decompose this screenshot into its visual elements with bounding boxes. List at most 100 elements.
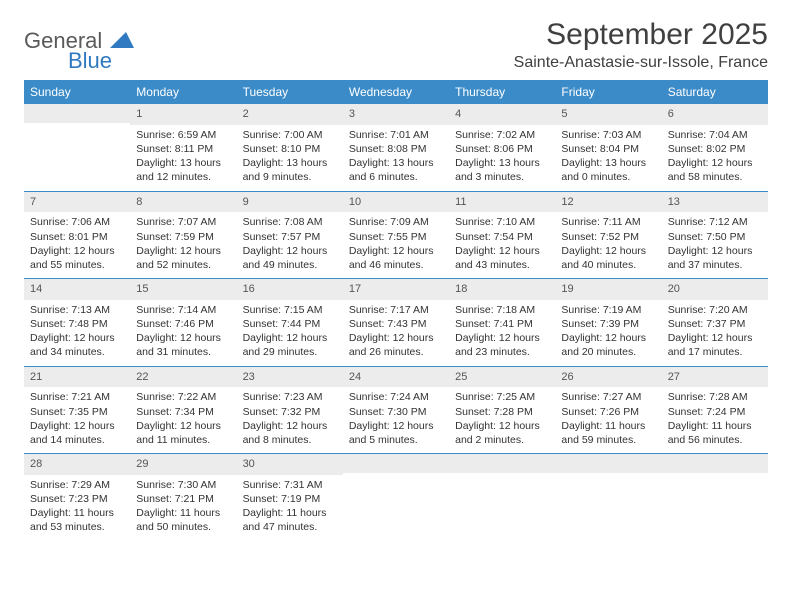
logo: General Blue [24,30,134,72]
day-line: Daylight: 11 hours and 59 minutes. [561,419,655,447]
day-line: Sunrise: 7:23 AM [243,390,337,404]
day-header-cell: Wednesday [343,80,449,104]
day-body: Sunrise: 7:22 AMSunset: 7:34 PMDaylight:… [130,387,236,453]
day-cell: 1Sunrise: 6:59 AMSunset: 8:11 PMDaylight… [130,104,236,191]
day-line: Sunrise: 7:08 AM [243,215,337,229]
logo-word2: Blue [68,50,134,72]
day-cell [449,454,555,541]
logo-text: General Blue [24,30,134,72]
day-line: Daylight: 12 hours and 40 minutes. [561,244,655,272]
day-line: Sunrise: 7:00 AM [243,128,337,142]
day-body: Sunrise: 7:31 AMSunset: 7:19 PMDaylight:… [237,475,343,541]
day-number: 23 [237,367,343,388]
day-line: Daylight: 12 hours and 14 minutes. [30,419,124,447]
day-line: Sunrise: 6:59 AM [136,128,230,142]
header: General Blue September 2025 Sainte-Anast… [24,18,768,72]
day-line: Sunset: 7:39 PM [561,317,655,331]
day-number: 3 [343,104,449,125]
day-number: 21 [24,367,130,388]
day-body: Sunrise: 7:06 AMSunset: 8:01 PMDaylight:… [24,212,130,278]
day-line: Sunset: 7:35 PM [30,405,124,419]
day-line: Daylight: 12 hours and 29 minutes. [243,331,337,359]
day-line: Sunrise: 7:07 AM [136,215,230,229]
day-line: Sunrise: 7:24 AM [349,390,443,404]
day-cell: 13Sunrise: 7:12 AMSunset: 7:50 PMDayligh… [662,192,768,279]
day-line: Sunrise: 7:30 AM [136,478,230,492]
day-line: Sunset: 7:34 PM [136,405,230,419]
day-cell: 26Sunrise: 7:27 AMSunset: 7:26 PMDayligh… [555,367,661,454]
day-cell [343,454,449,541]
day-number [449,454,555,473]
day-line: Daylight: 12 hours and 52 minutes. [136,244,230,272]
calendar-page: General Blue September 2025 Sainte-Anast… [0,0,792,612]
day-line: Sunrise: 7:03 AM [561,128,655,142]
day-line: Sunset: 7:44 PM [243,317,337,331]
day-cell: 11Sunrise: 7:10 AMSunset: 7:54 PMDayligh… [449,192,555,279]
day-cell: 5Sunrise: 7:03 AMSunset: 8:04 PMDaylight… [555,104,661,191]
day-line: Sunset: 7:43 PM [349,317,443,331]
month-title: September 2025 [514,18,768,52]
day-line: Sunrise: 7:10 AM [455,215,549,229]
day-line: Sunset: 7:50 PM [668,230,762,244]
day-header-cell: Tuesday [237,80,343,104]
day-number: 28 [24,454,130,475]
day-line: Sunrise: 7:18 AM [455,303,549,317]
day-line: Daylight: 12 hours and 34 minutes. [30,331,124,359]
day-cell: 16Sunrise: 7:15 AMSunset: 7:44 PMDayligh… [237,279,343,366]
title-block: September 2025 Sainte-Anastasie-sur-Isso… [514,18,768,72]
day-line: Sunset: 7:37 PM [668,317,762,331]
day-number: 8 [130,192,236,213]
day-number: 25 [449,367,555,388]
day-header-cell: Monday [130,80,236,104]
day-cell: 9Sunrise: 7:08 AMSunset: 7:57 PMDaylight… [237,192,343,279]
day-cell: 8Sunrise: 7:07 AMSunset: 7:59 PMDaylight… [130,192,236,279]
day-line: Sunset: 8:08 PM [349,142,443,156]
day-body: Sunrise: 7:25 AMSunset: 7:28 PMDaylight:… [449,387,555,453]
day-body: Sunrise: 6:59 AMSunset: 8:11 PMDaylight:… [130,125,236,191]
day-line: Daylight: 13 hours and 9 minutes. [243,156,337,184]
day-line: Sunset: 7:54 PM [455,230,549,244]
day-cell: 29Sunrise: 7:30 AMSunset: 7:21 PMDayligh… [130,454,236,541]
day-body: Sunrise: 7:09 AMSunset: 7:55 PMDaylight:… [343,212,449,278]
day-cell: 21Sunrise: 7:21 AMSunset: 7:35 PMDayligh… [24,367,130,454]
day-number: 7 [24,192,130,213]
day-line: Daylight: 11 hours and 47 minutes. [243,506,337,534]
day-line: Sunrise: 7:15 AM [243,303,337,317]
day-body: Sunrise: 7:19 AMSunset: 7:39 PMDaylight:… [555,300,661,366]
day-body: Sunrise: 7:28 AMSunset: 7:24 PMDaylight:… [662,387,768,453]
day-line: Sunset: 7:26 PM [561,405,655,419]
day-line: Sunset: 7:28 PM [455,405,549,419]
day-line: Sunrise: 7:20 AM [668,303,762,317]
week-row: 21Sunrise: 7:21 AMSunset: 7:35 PMDayligh… [24,367,768,455]
day-line: Daylight: 12 hours and 37 minutes. [668,244,762,272]
day-body: Sunrise: 7:10 AMSunset: 7:54 PMDaylight:… [449,212,555,278]
day-line: Sunrise: 7:01 AM [349,128,443,142]
day-line: Daylight: 11 hours and 50 minutes. [136,506,230,534]
day-body: Sunrise: 7:30 AMSunset: 7:21 PMDaylight:… [130,475,236,541]
day-body: Sunrise: 7:17 AMSunset: 7:43 PMDaylight:… [343,300,449,366]
day-cell: 12Sunrise: 7:11 AMSunset: 7:52 PMDayligh… [555,192,661,279]
day-line: Sunset: 7:32 PM [243,405,337,419]
day-cell: 15Sunrise: 7:14 AMSunset: 7:46 PMDayligh… [130,279,236,366]
day-body: Sunrise: 7:18 AMSunset: 7:41 PMDaylight:… [449,300,555,366]
day-number: 19 [555,279,661,300]
day-number: 6 [662,104,768,125]
day-body: Sunrise: 7:07 AMSunset: 7:59 PMDaylight:… [130,212,236,278]
day-line: Sunrise: 7:09 AM [349,215,443,229]
day-body: Sunrise: 7:03 AMSunset: 8:04 PMDaylight:… [555,125,661,191]
day-number: 15 [130,279,236,300]
logo-triangle-icon [110,28,134,53]
day-line: Daylight: 12 hours and 31 minutes. [136,331,230,359]
day-number: 16 [237,279,343,300]
day-number: 12 [555,192,661,213]
day-cell: 18Sunrise: 7:18 AMSunset: 7:41 PMDayligh… [449,279,555,366]
day-cell [662,454,768,541]
day-line: Daylight: 12 hours and 11 minutes. [136,419,230,447]
day-line: Sunset: 7:48 PM [30,317,124,331]
day-number: 13 [662,192,768,213]
day-number: 17 [343,279,449,300]
day-line: Daylight: 12 hours and 20 minutes. [561,331,655,359]
day-line: Sunset: 8:04 PM [561,142,655,156]
day-body: Sunrise: 7:15 AMSunset: 7:44 PMDaylight:… [237,300,343,366]
day-number [555,454,661,473]
